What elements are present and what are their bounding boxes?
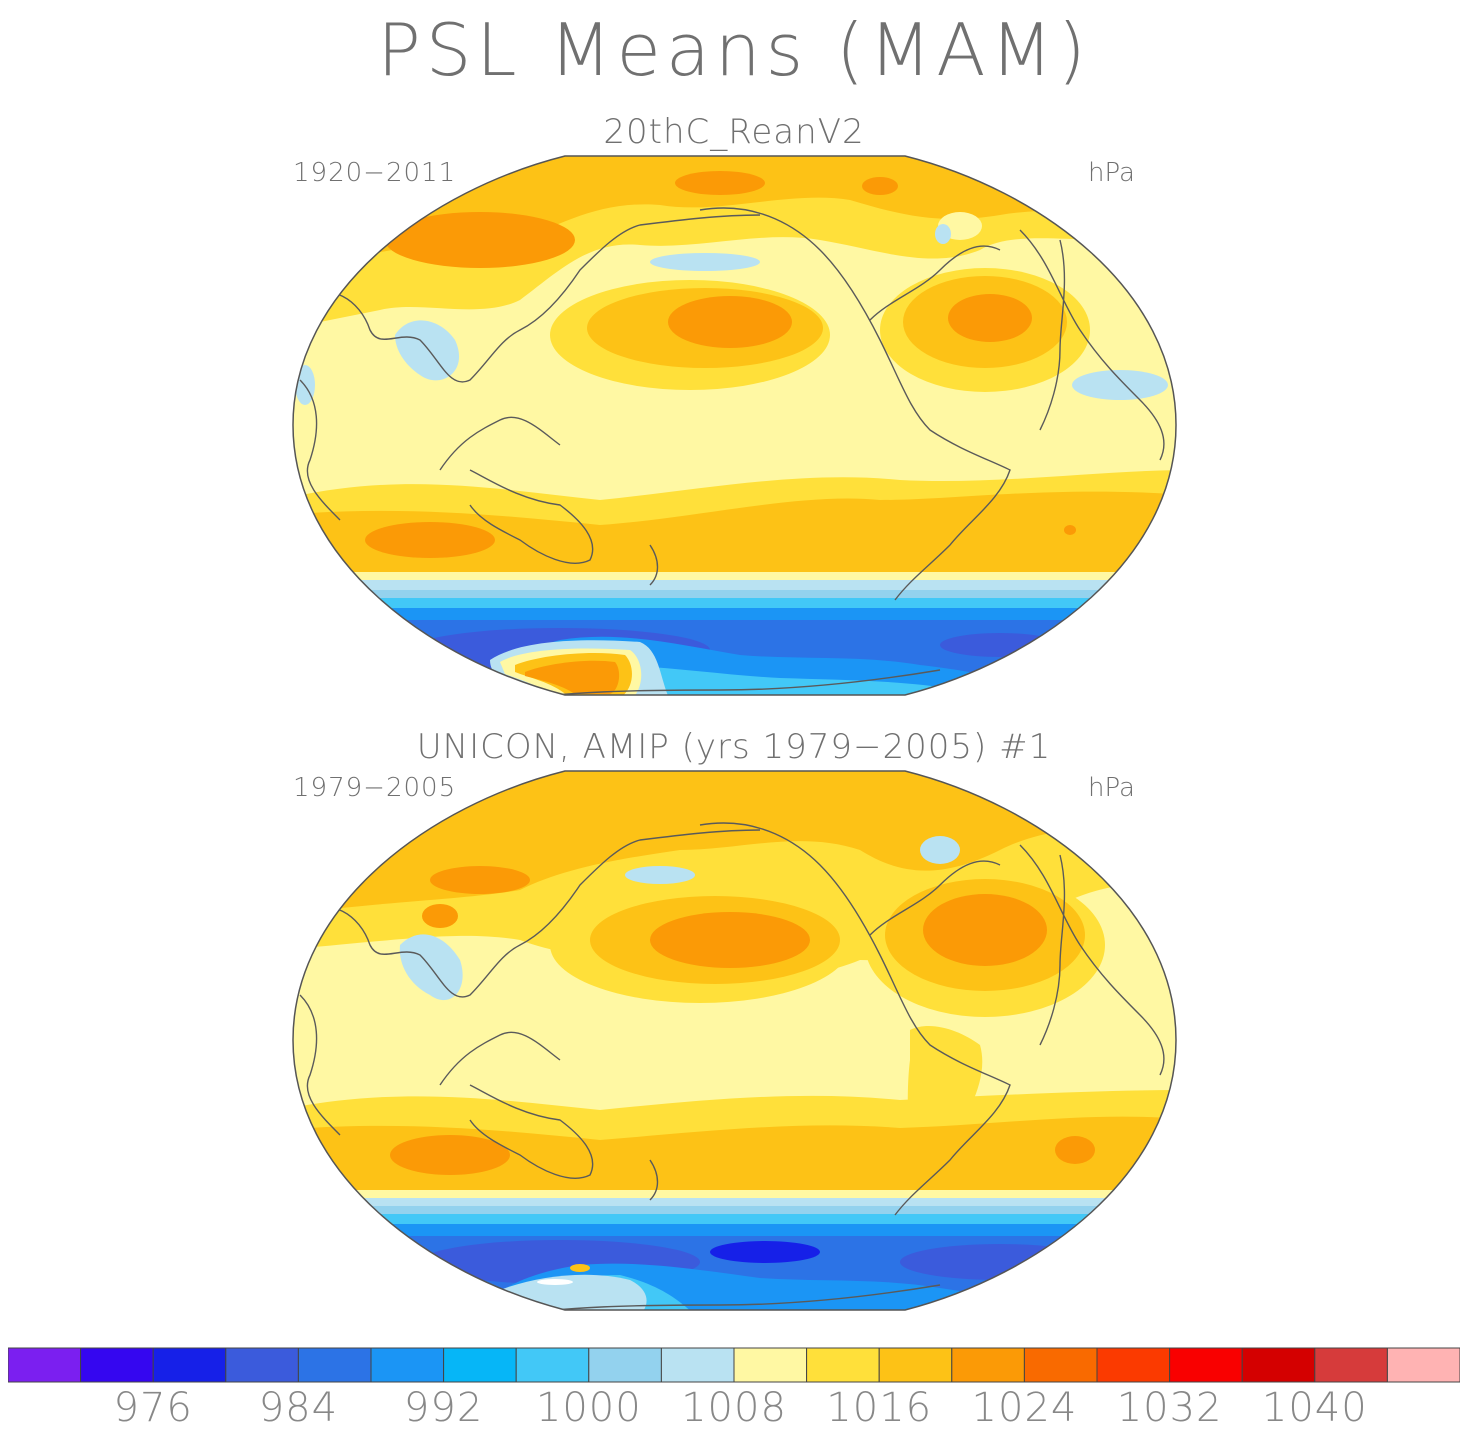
maps-svg	[292, 155, 1177, 1311]
colorbar-labels: 976 984 992 1000 1008 1016 1024 1032 1040	[0, 1385, 1468, 1435]
main-title: PSL Means (MAM)	[377, 8, 1091, 92]
colorbar-swatch	[515, 1347, 590, 1383]
colorbar-label: 984	[258, 1385, 339, 1431]
colorbar-swatch	[806, 1347, 880, 1383]
panel-1-units: hPa	[1088, 158, 1135, 188]
colorbar-swatch	[1314, 1347, 1388, 1383]
colorbar-swatch	[8, 1347, 82, 1383]
colorbar-label: 1016	[826, 1385, 933, 1431]
panel-2-title: UNICON, AMIP (yrs 1979−2005) #1	[416, 727, 1052, 767]
panel-1-title: 20thC_ReanV2	[603, 112, 865, 152]
colorbar-swatch	[80, 1347, 154, 1383]
colorbar-swatch	[152, 1347, 227, 1383]
colorbar-label: 1040	[1261, 1385, 1368, 1431]
colorbar-label: 1008	[681, 1385, 787, 1431]
colorbar-label: 1024	[971, 1385, 1078, 1431]
panel-1-years: 1920−2011	[293, 158, 457, 188]
colorbar-label: 976	[113, 1385, 193, 1431]
colorbar-swatch	[225, 1347, 299, 1383]
colorbar	[8, 1347, 1460, 1383]
colorbar-swatch	[733, 1347, 808, 1383]
colorbar-swatch	[588, 1347, 662, 1383]
colorbar-label: 992	[403, 1385, 484, 1431]
map-panel-2	[292, 770, 1177, 1311]
panel-2-years: 1979−2005	[293, 773, 457, 803]
colorbar-label: 1000	[535, 1385, 642, 1431]
colorbar-swatch	[1023, 1347, 1098, 1383]
colorbar-swatch	[660, 1347, 735, 1383]
colorbar-swatch	[1386, 1347, 1460, 1383]
colorbar-swatch	[370, 1347, 445, 1383]
colorbar-swatch	[1169, 1347, 1243, 1383]
colorbar-swatch	[1096, 1347, 1171, 1383]
colorbar-swatch	[1241, 1347, 1316, 1383]
colorbar-swatch	[443, 1347, 517, 1383]
colorbar-swatch	[297, 1347, 372, 1383]
colorbar-label: 1032	[1116, 1385, 1223, 1431]
colorbar-swatch	[878, 1347, 953, 1383]
colorbar-swatch	[951, 1347, 1025, 1383]
panel-2-units: hPa	[1088, 773, 1135, 803]
map-panel-1	[292, 155, 1177, 696]
